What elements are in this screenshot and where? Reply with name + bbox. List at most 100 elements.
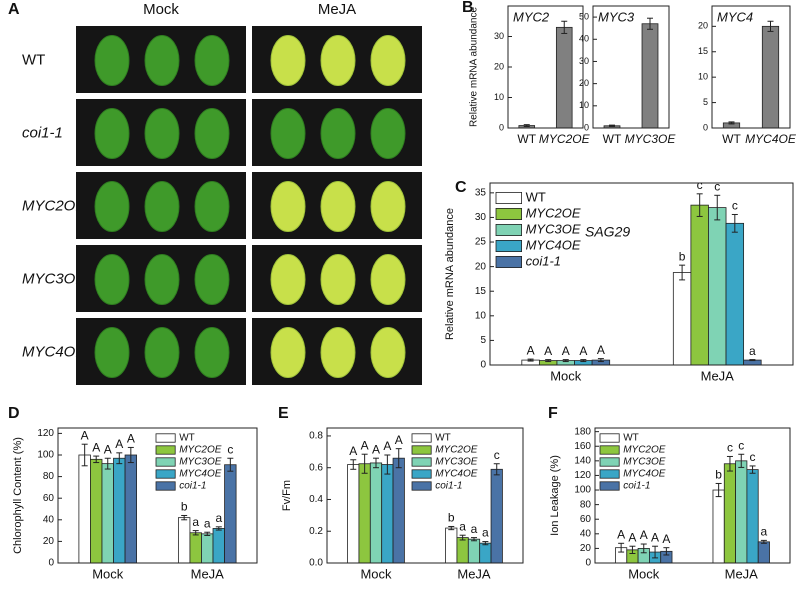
- y-tick-label: 100: [574, 485, 591, 496]
- significance-letter: A: [349, 444, 357, 458]
- row-label: MYC3OE: [22, 270, 86, 287]
- legend-label: MYC3OE: [623, 457, 666, 468]
- y-tick-label: 120: [37, 428, 54, 439]
- x-tick-label: WT: [517, 132, 536, 146]
- significance-letter: c: [227, 442, 233, 456]
- bar: [555, 26, 573, 129]
- x-tick-label: MYC4OE: [745, 132, 797, 146]
- leaf: [320, 108, 356, 159]
- leaf: [320, 254, 356, 305]
- chart-title: SAG29: [585, 224, 630, 240]
- panel-label: C: [455, 179, 467, 196]
- y-tick-label: 30: [475, 212, 487, 223]
- legend-swatch: [411, 457, 432, 467]
- legend-swatch: [155, 457, 176, 467]
- leaf: [144, 35, 180, 86]
- y-axis-label: Relative mRNA abundance: [469, 7, 480, 128]
- plot-frame: [57, 427, 258, 564]
- chart: D Chlorophyll Content (%) 0 20 40 60 80 100 120 M…: [8, 405, 258, 581]
- leaf: [194, 254, 230, 305]
- bar: [690, 204, 709, 366]
- legend-swatch: [411, 445, 432, 455]
- significance-letter: A: [628, 530, 636, 544]
- chart: MYC3 0 10 20 30 40 50 WT MYC3OE: [579, 5, 676, 146]
- significance-letter: A: [579, 344, 587, 358]
- y-tick-label: 30: [579, 56, 589, 66]
- bar: [456, 537, 469, 564]
- bar: [467, 538, 481, 564]
- chart: E Fv/Fm 0.0 0.2 0.4 0.6 0.8 Mock MeJA Ab Aa Aa Aa Ac W…: [278, 405, 524, 581]
- leaf: [144, 327, 180, 378]
- bar: [78, 454, 91, 564]
- bar: [224, 464, 237, 564]
- significance-letter: A: [115, 437, 123, 451]
- leaf: [270, 108, 306, 159]
- significance-letter: A: [562, 344, 570, 358]
- legend-label: MYC2OE: [179, 445, 222, 456]
- x-tick-label: Mock: [628, 566, 660, 581]
- significance-letter: A: [597, 343, 605, 357]
- plot-frame: [594, 427, 791, 564]
- leaf: [270, 35, 306, 86]
- significance-letter: A: [372, 442, 380, 456]
- significance-letter: a: [192, 515, 199, 529]
- chart: B MYC2 Relative mRNA abundance 0 10 20 30 WT MYC…: [462, 0, 591, 146]
- y-tick-label: 50: [579, 11, 589, 21]
- y-tick-label: 35: [475, 187, 487, 198]
- legend-swatch: [599, 481, 620, 491]
- leaf: [94, 35, 130, 86]
- y-tick-label: 0.0: [309, 558, 323, 569]
- significance-letter: A: [640, 528, 648, 542]
- column-label: Mock: [143, 1, 179, 18]
- legend-swatch: [155, 481, 176, 491]
- y-tick-label: 20: [43, 536, 55, 547]
- significance-letter: b: [715, 468, 722, 482]
- y-tick-label: 10: [494, 92, 504, 102]
- y-axis-label: Chlorophyll Content (%): [12, 437, 24, 554]
- bar: [479, 542, 492, 564]
- legend-label: coi1-1: [526, 253, 561, 268]
- bar: [381, 464, 394, 564]
- leaf: [370, 327, 406, 378]
- legend-label: MYC2OE: [526, 205, 581, 220]
- significance-letter: A: [127, 432, 135, 446]
- legend-swatch: [495, 255, 523, 268]
- y-axis-label: Ion Leakage (%): [549, 455, 561, 536]
- legend-swatch: [495, 207, 523, 220]
- y-tick-label: 40: [43, 514, 55, 525]
- significance-letter: a: [215, 511, 222, 525]
- bar: [189, 532, 202, 564]
- row-label: MYC4OE: [22, 343, 86, 360]
- y-tick-label: 20: [580, 543, 592, 554]
- bar: [201, 533, 214, 564]
- bar: [347, 464, 360, 564]
- x-tick-label: MeJA: [457, 566, 491, 581]
- leaf: [144, 108, 180, 159]
- bar: [725, 222, 745, 366]
- chart-title: MYC3: [598, 9, 635, 24]
- significance-letter: A: [383, 439, 391, 453]
- leaf: [320, 327, 356, 378]
- leaf: [270, 254, 306, 305]
- bar: [746, 469, 759, 564]
- x-tick-label: Mock: [550, 368, 582, 383]
- y-tick-label: 140: [574, 455, 591, 466]
- legend-label: MYC2OE: [623, 445, 666, 456]
- leaf: [94, 108, 130, 159]
- legend-label: MYC4OE: [179, 469, 222, 480]
- legend-label: MYC3OE: [526, 221, 581, 236]
- legend-label: coi1-1: [435, 481, 462, 492]
- bar: [392, 457, 405, 564]
- leaf: [144, 254, 180, 305]
- legend-label: MYC3OE: [435, 457, 478, 468]
- y-tick-label: 10: [698, 72, 708, 82]
- y-tick-label: 60: [580, 514, 592, 525]
- bar: [212, 528, 225, 564]
- legend-label: WT: [623, 433, 639, 444]
- x-tick-label: MYC2OE: [539, 132, 591, 146]
- leaf: [320, 35, 356, 86]
- significance-letter: a: [482, 526, 489, 540]
- y-tick-label: 0: [48, 558, 54, 569]
- panel-label: B: [462, 0, 474, 16]
